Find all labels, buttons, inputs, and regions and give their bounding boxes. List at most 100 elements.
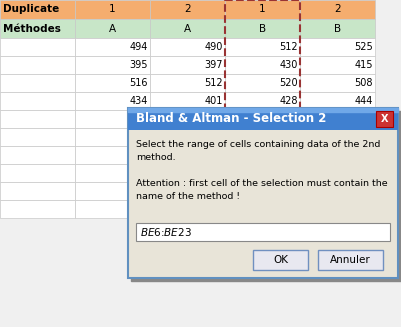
Bar [0,128,75,146]
Bar [150,92,225,110]
Text: OK: OK [273,255,288,265]
Text: Bland & Altman - Selection 2: Bland & Altman - Selection 2 [136,112,326,126]
Text: 395: 395 [130,60,148,70]
Bar [300,56,375,74]
Bar [225,92,300,110]
Bar [225,110,300,128]
Bar [225,146,300,164]
Bar [0,19,75,38]
Bar [128,108,398,130]
Text: A: A [109,24,116,33]
Bar [225,56,300,74]
Bar [0,0,75,19]
Text: 165: 165 [205,168,223,178]
Text: 401: 401 [205,96,223,106]
Bar [0,92,75,110]
Bar [225,200,300,218]
Text: 415: 415 [354,60,373,70]
Text: 350: 350 [279,186,298,196]
Text: 397: 397 [205,60,223,70]
Bar [75,92,150,110]
Text: 2: 2 [334,5,341,14]
Text: Attention : first cell of the selection must contain the: Attention : first cell of the selection … [136,179,388,188]
Bar [75,74,150,92]
Bar [225,74,300,92]
Bar [225,19,300,38]
Bar [0,146,75,164]
Text: 443: 443 [354,204,373,214]
Text: Annuler: Annuler [330,255,371,265]
Bar [75,182,150,200]
Text: 512: 512 [205,78,223,88]
Text: 451: 451 [279,204,298,214]
Text: 372: 372 [205,186,223,196]
Text: 370: 370 [354,186,373,196]
Text: 516: 516 [130,78,148,88]
Bar [0,56,75,74]
Text: 428: 428 [279,96,298,106]
Bar [300,92,375,110]
Bar [136,223,390,241]
Bar [75,38,150,56]
Text: 1: 1 [259,5,266,14]
Bar [225,182,300,200]
Text: 434: 434 [130,96,148,106]
Text: 494: 494 [130,42,148,52]
Text: name of the method !: name of the method ! [136,192,240,201]
Bar [150,0,225,19]
Bar [253,250,308,270]
Bar [75,164,150,182]
Bar [75,128,150,146]
Bar [150,146,225,164]
Bar [300,19,375,38]
Bar [300,38,375,56]
Text: $BE$6:$BE$23: $BE$6:$BE$23 [140,226,192,238]
Bar [300,0,375,19]
Bar [225,0,300,218]
Text: 1: 1 [109,5,116,14]
Bar [300,164,375,182]
Text: 512: 512 [279,42,298,52]
Bar [0,110,75,128]
Text: A: A [184,24,191,33]
Bar [225,128,300,146]
Text: 508: 508 [354,78,373,88]
Bar [0,38,75,56]
Bar [300,110,375,128]
Text: method.: method. [136,153,176,162]
Bar [0,200,75,218]
Text: X: X [381,114,388,124]
Text: B: B [259,24,266,33]
Bar [150,128,225,146]
Text: Duplicate: Duplicate [3,5,59,14]
Text: 490: 490 [205,42,223,52]
Bar [128,108,398,112]
Bar [150,19,225,38]
Text: 430: 430 [279,60,298,70]
Bar [75,19,150,38]
Bar [150,56,225,74]
Bar [150,74,225,92]
Bar [131,111,401,281]
Text: 427: 427 [130,204,148,214]
Bar [75,0,150,19]
Text: 520: 520 [279,78,298,88]
Bar [0,182,75,200]
Bar [75,56,150,74]
Text: Select the range of cells containing data of the 2nd: Select the range of cells containing dat… [136,140,381,149]
Bar [225,38,300,56]
Bar [75,146,150,164]
Bar [300,146,375,164]
Bar [225,0,300,19]
Text: B: B [334,24,341,33]
Bar [150,164,225,182]
Bar [150,110,225,128]
Bar [318,250,383,270]
Text: 421: 421 [205,204,223,214]
Bar [0,164,75,182]
Text: 423: 423 [130,186,148,196]
Bar [128,108,398,278]
Bar [376,111,393,127]
Bar [300,128,375,146]
Text: Méthodes: Méthodes [3,24,61,33]
